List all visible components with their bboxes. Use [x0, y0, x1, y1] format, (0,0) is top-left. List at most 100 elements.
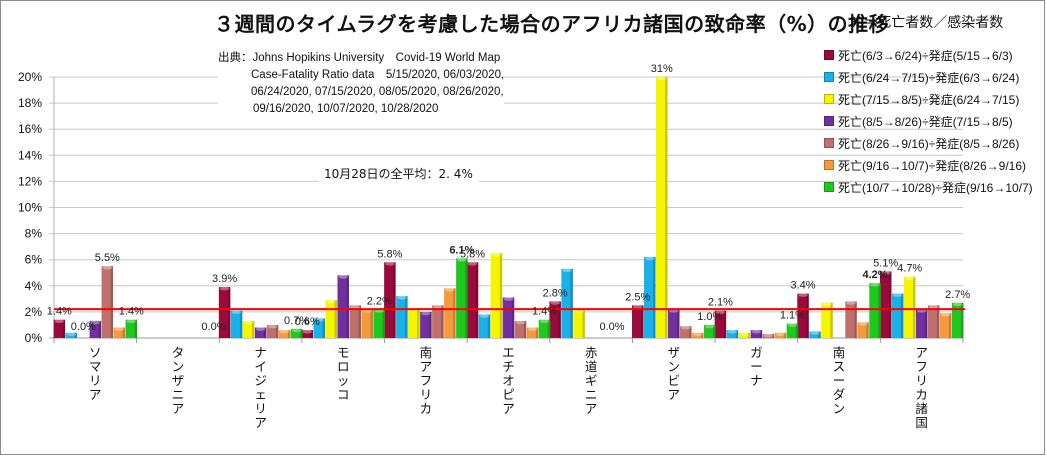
- bar-cap: [798, 293, 808, 297]
- bar: [526, 327, 539, 338]
- bar-shade: [346, 275, 349, 338]
- x-category-char: タ: [172, 345, 185, 360]
- bar: [668, 309, 680, 338]
- x-category-char: ー: [833, 373, 846, 388]
- bar-shade: [393, 262, 396, 338]
- bar-shade: [382, 309, 385, 338]
- bar-shade: [322, 318, 325, 338]
- legend-label: 死亡(8/5→8/26)÷発症(7/15→8/5): [838, 114, 1013, 129]
- bar-shade: [830, 302, 833, 338]
- bar-shade: [854, 301, 857, 338]
- bar: [313, 318, 325, 338]
- bar-cap: [763, 333, 774, 338]
- bar-shade: [818, 331, 821, 338]
- legend-swatch-icon: [824, 72, 834, 82]
- x-category-char: ア: [585, 401, 598, 416]
- bar: [53, 319, 66, 338]
- data-label: 1.4%: [47, 306, 72, 318]
- x-category-char: 赤: [585, 345, 598, 360]
- data-label: 0.7%: [284, 315, 309, 327]
- bar-shade: [275, 324, 279, 338]
- bar-cap: [503, 297, 514, 301]
- data-label: 4.7%: [897, 263, 922, 275]
- bar-shade: [334, 300, 337, 338]
- bar-cap: [433, 305, 443, 309]
- x-category-char: ニ: [172, 387, 185, 402]
- bar: [573, 309, 585, 338]
- legend-item: 死亡(10/7→10/28)÷発症(9/16→10/7): [824, 176, 1033, 198]
- x-category-char: ェ: [254, 387, 267, 402]
- bar-cap: [90, 320, 101, 325]
- bar: [738, 332, 751, 338]
- legend-label: 死亡(6/3→6/24)÷発症(5/15→6/3): [838, 48, 1013, 63]
- bar-cap: [928, 305, 939, 309]
- bar-cap: [445, 288, 455, 292]
- bar-cap: [267, 324, 278, 329]
- legend-label: 死亡(10/7→10/28)÷発症(9/16→10/7): [838, 180, 1033, 195]
- bar: [408, 307, 420, 338]
- bar: [927, 305, 940, 338]
- data-label: 5.1%: [873, 257, 898, 269]
- x-category-char: ロ: [337, 359, 350, 374]
- bar: [89, 321, 102, 338]
- y-tick-label: 20%: [18, 70, 42, 84]
- bar-shade: [405, 296, 408, 338]
- bar: [337, 275, 349, 338]
- bar-shade: [771, 334, 775, 338]
- bar-cap: [255, 327, 266, 331]
- bar-shade: [465, 258, 468, 338]
- average-annotation: 10月28日の全平均：2. 4%: [318, 165, 479, 182]
- bar: [561, 268, 573, 338]
- x-category-char: ザ: [668, 345, 681, 360]
- x-category-char: ピ: [502, 387, 515, 402]
- bar: [714, 310, 727, 338]
- x-category-char: リ: [254, 401, 267, 416]
- bar-cap: [243, 320, 254, 325]
- bar: [466, 262, 479, 338]
- data-label: 1.1%: [780, 310, 805, 322]
- x-category-char: ス: [833, 359, 846, 374]
- x-category-char: ソ: [89, 345, 102, 360]
- x-category-label: アフリカ諸国: [915, 345, 928, 430]
- legend-swatch-icon: [824, 116, 834, 126]
- bar-shade: [251, 321, 255, 338]
- x-category-char: 国: [915, 415, 928, 430]
- bar-shade: [570, 268, 573, 338]
- bar: [456, 258, 468, 338]
- bar: [797, 293, 809, 338]
- bar: [514, 321, 527, 338]
- bar-shade: [263, 327, 267, 338]
- bar: [101, 266, 114, 338]
- chart-title: ３週間のタイムラグを考慮した場合のアフリカ諸国の致命率（%）の推移: [214, 12, 890, 36]
- bar-shade: [783, 332, 787, 338]
- legend-item: 死亡(8/5→8/26)÷発症(7/15→8/5): [824, 110, 1033, 132]
- x-category-char: ギ: [585, 373, 598, 388]
- data-label: 2.5%: [625, 291, 650, 303]
- bar-shade: [62, 319, 66, 338]
- y-tick-label: 0%: [25, 331, 43, 345]
- x-category-char: 南: [420, 345, 433, 360]
- bar-cap: [787, 323, 798, 327]
- bar-shade: [558, 301, 561, 338]
- formula-note: %＝死亡者数／感染者数: [850, 15, 1004, 31]
- data-label: 4.2%: [863, 269, 888, 281]
- bar-shade: [239, 310, 243, 338]
- bar: [218, 287, 231, 338]
- bar-shade: [960, 302, 964, 338]
- x-category-char: リ: [915, 373, 928, 388]
- source-note: 出典：Johns Hopikins University Covid-19 Wo…: [218, 50, 505, 118]
- bar-cap: [515, 320, 526, 325]
- bar: [444, 288, 456, 338]
- bar-cap: [114, 327, 125, 331]
- bar: [113, 327, 126, 338]
- x-category-char: ア: [502, 401, 515, 416]
- bar-cap: [338, 275, 348, 279]
- x-category-char: ア: [254, 415, 267, 430]
- bar: [891, 293, 904, 338]
- x-category-char: フ: [420, 373, 433, 388]
- x-category-char: フ: [915, 359, 928, 374]
- bar-shade: [866, 322, 869, 338]
- y-tick-label: 2%: [25, 305, 43, 319]
- legend: 死亡(6/3→6/24)÷発症(5/15→6/3) 死亡(6/24→7/15)÷発…: [824, 44, 1033, 198]
